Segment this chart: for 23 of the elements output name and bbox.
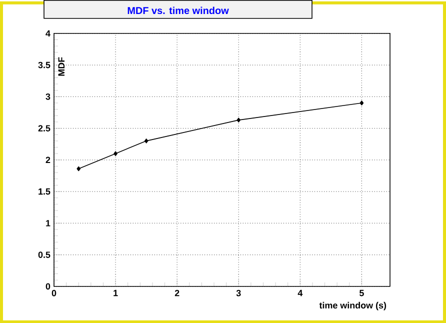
x-tick-label: 1	[114, 290, 118, 296]
y-axis-title: MDF	[58, 57, 64, 76]
y-tick-label: 1	[46, 220, 50, 226]
point	[114, 150, 118, 156]
x-axis-title: time window (s)	[319, 302, 386, 310]
y-tick-label: 3	[46, 93, 50, 100]
y-tick-label: 2	[46, 156, 50, 163]
point	[76, 166, 81, 171]
x-tick-label: 3	[236, 290, 241, 296]
y-tick-label: 3.5	[38, 62, 50, 68]
y-tick-label: 0.5	[38, 251, 50, 258]
x-tick-label: 0	[52, 290, 56, 296]
y-tick-label: 0	[46, 283, 50, 290]
x-tick-label: 5	[359, 290, 364, 296]
y-tick-label: 4	[46, 30, 50, 36]
point	[360, 100, 364, 106]
x-tick-label: 2	[174, 290, 180, 296]
x-tick-label: 4	[298, 290, 303, 296]
y-tick-label: 1.5	[38, 188, 50, 194]
chart-title: MDF vs. time window	[128, 6, 229, 14]
y-tick-label: 2.5	[38, 124, 50, 132]
point	[236, 117, 241, 122]
point	[144, 138, 148, 144]
